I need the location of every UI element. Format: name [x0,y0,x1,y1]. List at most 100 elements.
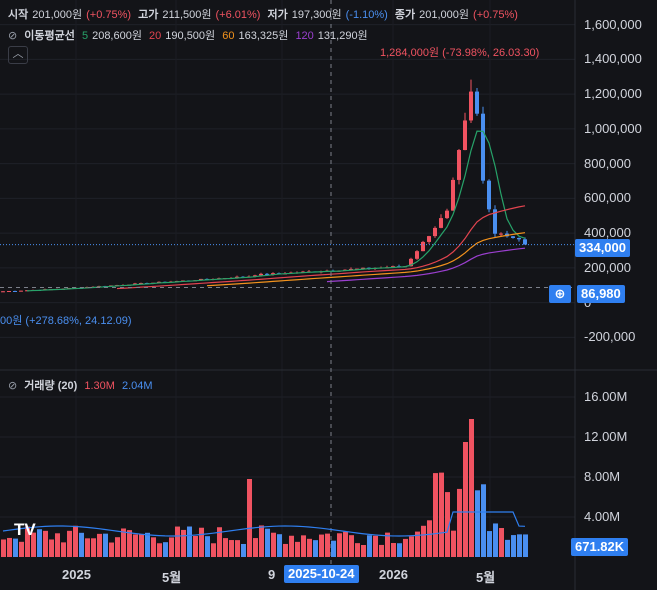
price-tick-label: -200,000 [584,329,636,345]
ma5-period: 5 [81,30,89,42]
ma20-line [116,205,526,290]
candle-body [493,209,497,234]
ma60-period: 60 [222,30,235,42]
volume-bar [85,538,90,557]
volume-bar [133,534,138,557]
volume-bar [457,488,462,557]
ma120-period: 120 [295,30,314,42]
volume-bar [151,537,156,557]
high-change: (+6.01%) [215,9,261,21]
volume-bar [37,529,42,557]
volume-bar [283,543,288,557]
candle-body [349,268,353,270]
volume-bar [313,540,318,557]
ma120-value: 131,290원 [317,30,368,42]
volume-bar [427,520,432,557]
open-value: 201,000원 [32,9,83,21]
volume-bar [241,543,246,557]
candle-body [361,267,365,269]
volume-bar [463,442,468,557]
candle-body [427,236,431,242]
volume-bar [217,527,222,557]
volume-bar [193,536,198,557]
price-tick-label: 600,000 [584,190,631,206]
volume-bar [319,534,324,557]
volume-bar [451,530,456,557]
candle-body [475,91,479,114]
volume-bar [379,544,384,557]
volume-bar [475,490,480,557]
candle-body [433,227,437,237]
volume-bar [325,533,330,557]
volume-bar [145,532,150,557]
volume-bar [373,535,378,557]
candle-body [139,283,143,285]
volume-bar [163,542,168,557]
candle-body [391,266,395,268]
volume-bar [13,538,18,557]
volume-tick-label: 8.00M [584,469,621,484]
candle-body [523,239,527,245]
candle-body [1,291,5,293]
volume-bar [19,541,24,557]
volume-bar [481,484,486,557]
add-alert-button[interactable]: ⊕ [549,285,571,303]
volume-bar [385,532,390,557]
ma5-value: 208,600원 [92,30,142,42]
volume-bar [61,542,66,557]
ma-legend[interactable]: ⊘ 이동평균선 5 208,600원 20 190,500원 60 163,325원 … [8,27,372,43]
volume-bar [523,534,528,557]
volume-bar [253,538,258,557]
time-tick-label: 5월 [476,570,496,585]
volume-bar [307,538,312,557]
candle-body [415,251,419,259]
candle-body [199,278,203,281]
eye-icon-volume[interactable]: ⊘ [8,380,18,392]
volume-bar [493,523,498,557]
candle-body [499,233,503,235]
time-tick-label: 2025 [62,567,91,582]
volume-bar [229,540,234,557]
ma5-line [26,130,526,292]
volume-bar [223,538,228,557]
candle-body [259,273,263,276]
candle-body [13,290,17,292]
volume-bar [91,538,96,557]
volume-bar [115,537,120,557]
volume-bar [1,539,6,557]
volume-bar [289,535,294,557]
candle-body [421,241,425,252]
candle-body [7,290,11,292]
candle-body [511,236,515,238]
candle-body [235,276,239,278]
ma-title: 이동평균선 [24,30,75,42]
volume-tick-label: 12.00M [584,429,628,444]
eye-icon[interactable]: ⊘ [8,30,18,42]
volume-bar [187,526,192,557]
collapse-icon[interactable]: ︿ [8,46,28,64]
volume-bar [31,532,36,557]
ma60-line [206,232,526,287]
volume-bar [265,528,270,557]
volume-bar [343,531,348,557]
volume-bar [181,529,186,557]
volume-bar [421,525,426,557]
volume-bar [103,533,108,557]
volume-bar [469,419,474,557]
price-tick-label: 1,600,000 [584,16,642,32]
volume-legend[interactable]: ⊘ 거래량 (20) 1.30M 2.04M [8,377,157,393]
candle-body [517,237,521,240]
volume-tick-label: 4.00M [584,509,621,524]
close-label: 종가 [394,9,416,21]
tradingview-logo[interactable]: TV [14,520,36,539]
candle-body [253,275,257,277]
volume-bar [433,473,438,557]
low-label: 저가 [267,9,288,21]
candle-body [463,120,467,151]
volume-value-1: 1.30M [84,380,115,392]
price-tick-label: 200,000 [584,259,631,275]
crosshair-price-badge: 86,980 [577,285,625,303]
volume-bar [271,532,276,557]
volume-bar [337,533,342,557]
